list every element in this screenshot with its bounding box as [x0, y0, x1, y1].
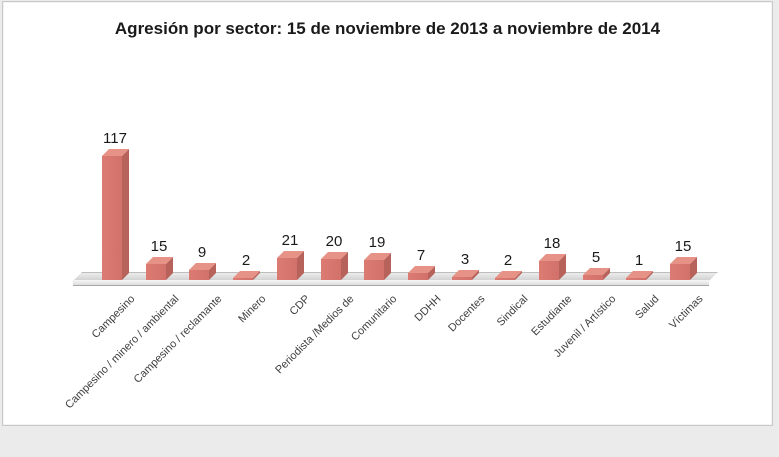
chart-title: Agresión por sector: 15 de noviembre de … [114, 19, 661, 38]
value-label: 117 [103, 130, 127, 147]
bar-front-face [146, 264, 166, 280]
category-label: DDHH [412, 293, 444, 324]
chart-panel: Agresión por sector: 15 de noviembre de … [2, 1, 773, 426]
category-label: CDP [287, 293, 313, 318]
bar-front-face [189, 270, 209, 280]
value-label: 5 [591, 249, 601, 266]
category-label: Minero [236, 293, 269, 326]
category-label: Campesino [89, 293, 138, 341]
bar-front-face [408, 273, 428, 280]
plot-area: 117 Campesino 15 Campesino / minero / ambie… [3, 2, 772, 425]
category-label: Salud [633, 293, 662, 322]
value-label: 3 [460, 251, 470, 268]
value-label: 15 [150, 238, 168, 255]
value-label: 18 [543, 235, 561, 252]
value-label: 9 [197, 244, 207, 261]
category-label: Estudiante [529, 293, 575, 339]
bar-front-face [583, 275, 603, 280]
chart-floor-front-edge [73, 280, 709, 286]
category-label: Sindical [494, 293, 531, 329]
bar-front-face [364, 260, 384, 280]
category-label: Docentes [446, 293, 488, 335]
bar-front-face [626, 278, 646, 280]
category-label: Campesino / minero / ambiental [63, 293, 182, 412]
category-label: Víctimas [667, 293, 706, 332]
value-label: 15 [674, 238, 692, 255]
value-label: 7 [416, 247, 426, 264]
value-label: 19 [368, 234, 386, 251]
value-label: 2 [241, 252, 251, 269]
category-label: Juvenil / Artístico [551, 293, 619, 360]
bar-front-face [539, 261, 559, 280]
category-label: Campesino / reclamante [131, 293, 225, 386]
value-label: 1 [634, 252, 644, 269]
bar-front-face [321, 259, 341, 280]
bar-front-face [233, 278, 253, 280]
bar-front-face [495, 278, 515, 280]
bar-front-face [277, 258, 297, 280]
page-background: { "chart_data": { "type": "bar", "style"… [2, 1, 773, 426]
value-label: 2 [503, 252, 513, 269]
category-label: Periodista /Medios de [273, 293, 357, 377]
bar-front-face [452, 277, 472, 280]
value-label: 21 [281, 232, 299, 249]
category-label: Comunitario [349, 293, 400, 344]
value-label: 20 [325, 233, 343, 250]
bar-side-face [122, 149, 129, 280]
bar-front-face [102, 156, 122, 280]
bar-front-face [670, 264, 690, 280]
